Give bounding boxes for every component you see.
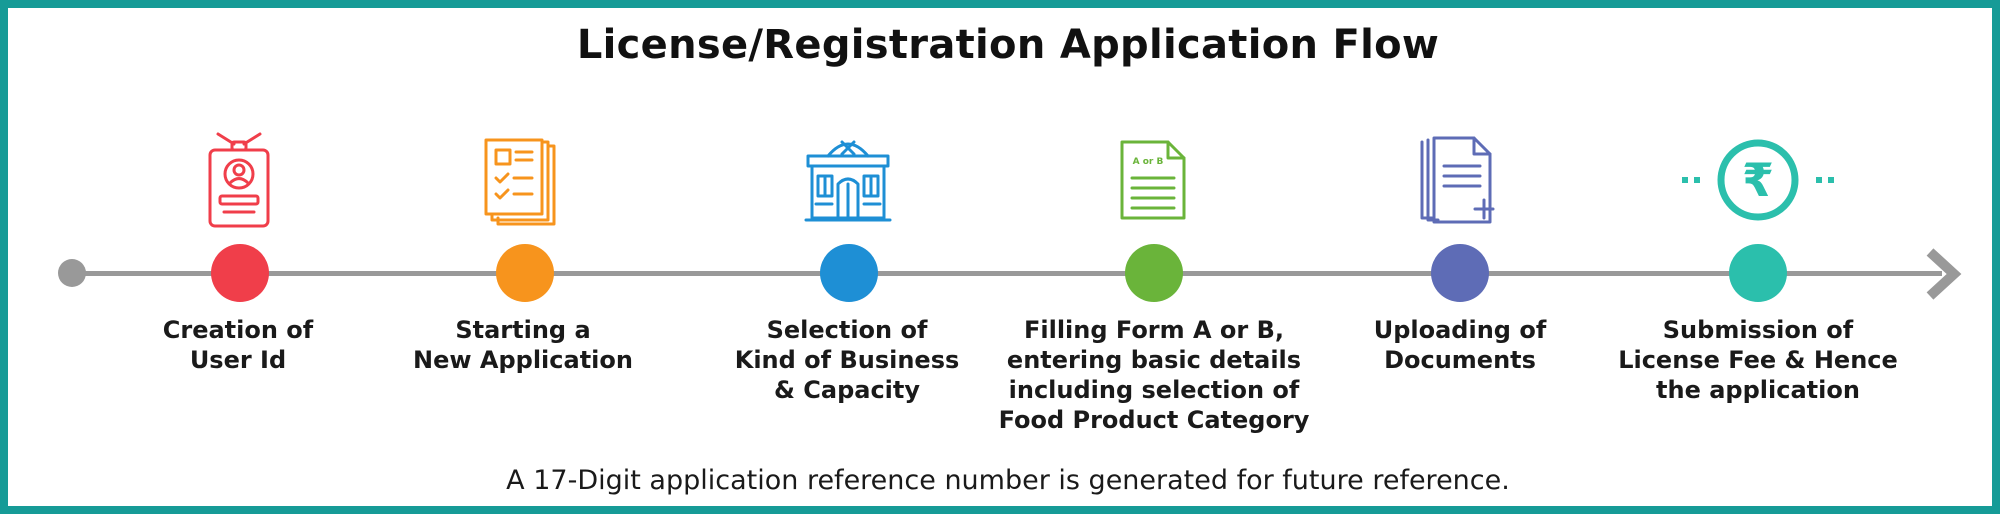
rupee-fee-icon: ₹ [1682, 139, 1834, 221]
step-3-label-line: & Capacity [773, 376, 921, 404]
step-4-label-line: Filling Form A or B, [1023, 316, 1285, 344]
step-4-label-line: Food Product Category [998, 406, 1310, 434]
step-6-label-line: Submission of [1662, 316, 1854, 344]
form-icon-text: A or B [1133, 157, 1164, 167]
rupee-symbol: ₹ [1742, 153, 1774, 207]
timeline-line [72, 271, 1942, 276]
step-4-label: Filling Form A or B, entering basic deta… [984, 315, 1324, 435]
form-document-icon: A or B [1120, 140, 1186, 220]
step-3-label-line: Kind of Business [734, 346, 960, 374]
step-6-label-line: the application [1656, 376, 1860, 404]
step-2-dot [496, 244, 554, 302]
step-6-label: Submission of License Fee & Hence the ap… [1588, 315, 1928, 405]
step-5-label: Uploading of Documents [1290, 315, 1630, 375]
step-4-label-line: including selection of [1008, 376, 1300, 404]
timeline-start-dot [58, 259, 86, 287]
step-1-label-line: User Id [189, 346, 287, 374]
step-6-label-line: License Fee & Hence [1618, 346, 1898, 374]
timeline-arrow-icon [1926, 248, 1962, 300]
step-2-label: Starting a New Application [353, 315, 693, 375]
step-3-label: Selection of Kind of Business & Capacity [677, 315, 1017, 405]
step-4-label-line: entering basic details [1006, 346, 1302, 374]
step-3-dot [820, 244, 878, 302]
step-5-label-line: Documents [1384, 346, 1536, 374]
step-6-dot [1729, 244, 1787, 302]
step-1-dot [211, 244, 269, 302]
business-building-icon [804, 140, 892, 222]
step-1-label: Creation of User Id [68, 315, 408, 375]
step-2-label-line: New Application [413, 346, 633, 374]
footer-note: A 17-Digit application reference number … [506, 465, 1510, 496]
upload-documents-icon [1420, 136, 1495, 224]
diagram-title: License/Registration Application Flow [576, 22, 1440, 68]
step-2-label-line: Starting a [455, 316, 591, 344]
application-form-icon [484, 138, 556, 226]
step-4-dot [1125, 244, 1183, 302]
step-1-label-line: Creation of [162, 316, 314, 344]
step-3-label-line: Selection of [766, 316, 928, 344]
step-5-label-line: Uploading of [1373, 316, 1547, 344]
id-card-icon [208, 132, 270, 228]
step-5-dot [1431, 244, 1489, 302]
